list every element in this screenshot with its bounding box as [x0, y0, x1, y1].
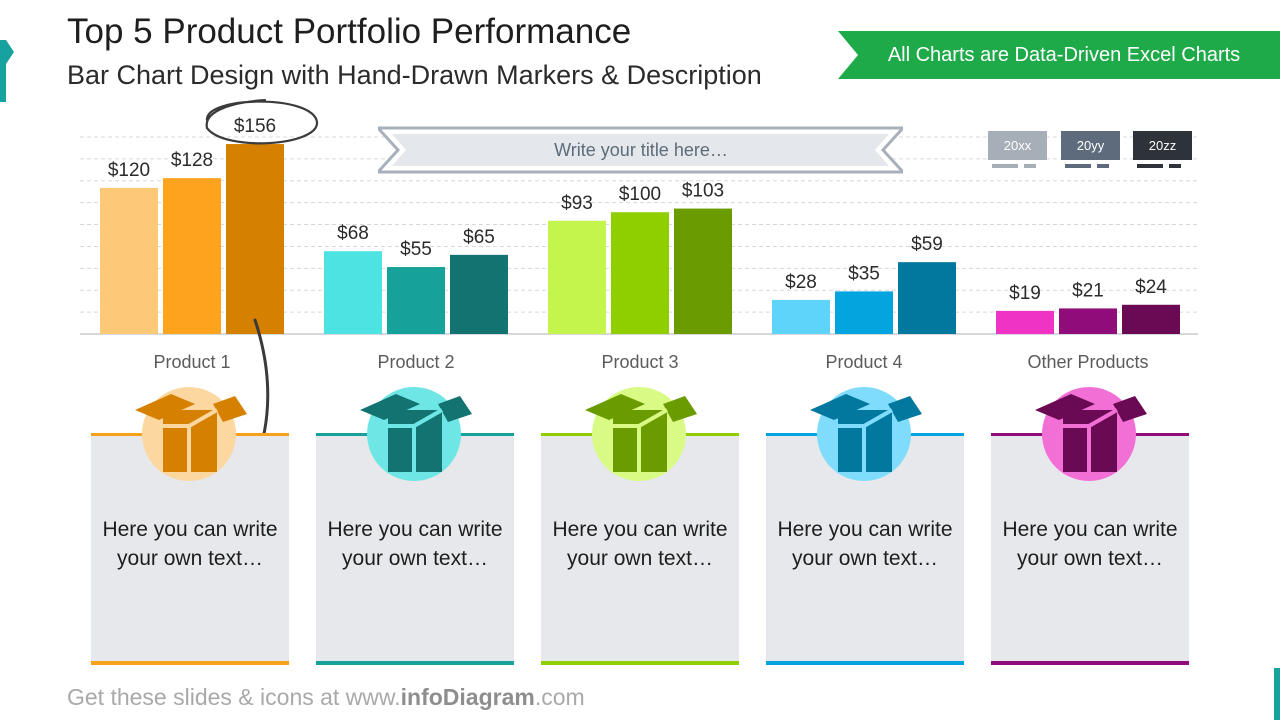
card-bottom-accent	[991, 661, 1189, 665]
footer-brand: infoDiagram	[400, 684, 535, 710]
legend-marker-20zz	[1137, 164, 1189, 168]
chart-title[interactable]: Write your title here…	[554, 140, 728, 160]
bar-product-2-20zz	[450, 254, 508, 334]
card-description-text[interactable]: Here you can write your own text…	[1002, 518, 1178, 570]
legend-item-20yy: 20yy	[1061, 131, 1120, 160]
legend-item-20zz: 20zz	[1133, 131, 1192, 160]
box-icon	[360, 387, 472, 481]
legend-marker-20xx	[992, 164, 1044, 168]
data-label: $21	[1072, 280, 1104, 301]
legend-marker-20yy	[1065, 164, 1117, 168]
description-card: Here you can write your own text…	[766, 433, 964, 665]
page-subtitle: Bar Chart Design with Hand-Drawn Markers…	[67, 60, 762, 90]
description-card: Here you can write your own text…	[991, 433, 1189, 665]
box-icon	[135, 387, 247, 481]
legend-item-20xx: 20xx	[988, 131, 1047, 160]
bar-other-products-20xx	[996, 310, 1054, 334]
footer-text: Get these slides & icons at www.infoDiag…	[67, 684, 585, 711]
bar-product-2-20yy	[387, 267, 445, 334]
box-icon	[1035, 387, 1147, 481]
bar-product-2-20xx	[324, 251, 382, 334]
card-description-text[interactable]: Here you can write your own text…	[102, 518, 278, 570]
data-label: $59	[911, 234, 943, 255]
bar-other-products-20zz	[1122, 304, 1180, 334]
box-icon	[585, 387, 697, 481]
bar-other-products-20yy	[1059, 308, 1117, 334]
page-title: Top 5 Product Portfolio Performance	[67, 12, 632, 51]
bar-product-3-20xx	[548, 220, 606, 334]
data-label: $28	[785, 272, 817, 293]
hand-drawn-circle-marker	[205, 98, 319, 145]
data-label: $103	[682, 181, 724, 202]
card-description-text[interactable]: Here you can write your own text…	[327, 518, 503, 570]
data-label: $35	[848, 263, 880, 284]
data-label: $128	[171, 150, 213, 171]
data-label: $120	[108, 160, 150, 181]
category-label: Product 2	[377, 352, 454, 372]
data-label: $65	[463, 227, 495, 248]
card-description-text[interactable]: Here you can write your own text…	[552, 518, 728, 570]
bar-product-3-20zz	[674, 208, 732, 334]
description-card: Here you can write your own text…	[541, 433, 739, 665]
bar-product-1-20yy	[163, 178, 221, 334]
data-label: $100	[619, 184, 661, 205]
card-bottom-accent	[766, 661, 964, 665]
category-label: Product 4	[825, 352, 902, 372]
right-accent-bar	[1274, 668, 1280, 720]
left-accent-bar	[0, 40, 14, 102]
data-label: $68	[337, 223, 369, 244]
box-icon	[810, 387, 922, 481]
bar-product-4-20yy	[835, 291, 893, 334]
data-label: $55	[400, 239, 432, 260]
chart-title-ribbon	[378, 126, 903, 174]
card-bottom-accent	[91, 661, 289, 665]
category-label: Other Products	[1027, 352, 1148, 372]
card-bottom-accent	[316, 661, 514, 665]
category-label: Product 3	[601, 352, 678, 372]
bar-product-1-20xx	[100, 187, 158, 334]
bar-product-1-20zz	[226, 144, 284, 334]
data-label: $156	[234, 116, 276, 137]
data-driven-banner: All Charts are Data-Driven Excel Charts	[838, 31, 1280, 79]
data-label: $19	[1009, 283, 1041, 304]
bar-product-4-20zz	[898, 262, 956, 334]
footer-suffix: .com	[534, 684, 585, 710]
data-label: $93	[561, 193, 593, 214]
card-bottom-accent	[541, 661, 739, 665]
description-card: Here you can write your own text…	[91, 433, 289, 665]
footer-prefix: Get these slides & icons at www.	[67, 684, 401, 710]
bar-product-4-20xx	[772, 299, 830, 334]
card-description-text[interactable]: Here you can write your own text…	[777, 518, 953, 570]
bar-product-3-20yy	[611, 212, 669, 334]
data-label: $24	[1135, 277, 1167, 298]
category-label: Product 1	[153, 352, 230, 372]
